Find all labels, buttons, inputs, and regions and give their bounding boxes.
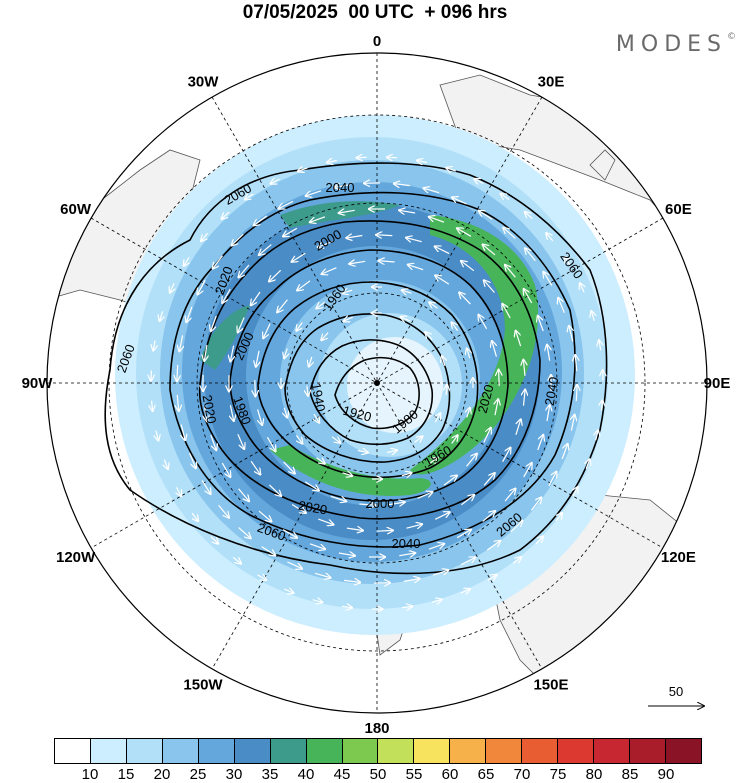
lon-label-30e: 30E xyxy=(538,74,565,91)
wind-vector xyxy=(576,385,577,401)
colorbar-swatch xyxy=(235,739,271,763)
colorbar xyxy=(54,738,702,764)
colorbar-swatch xyxy=(630,739,666,763)
colorbar-swatch xyxy=(199,739,235,763)
wind-vector xyxy=(387,157,397,158)
lon-label-90e: 90E xyxy=(704,375,731,392)
colorbar-label: 20 xyxy=(154,766,171,783)
lon-label-60e: 60E xyxy=(665,201,692,218)
colorbar-label: 70 xyxy=(514,766,531,783)
lon-label-30w: 30W xyxy=(188,74,220,91)
colorbar-swatch xyxy=(414,739,450,763)
colorbar-swatch xyxy=(271,739,307,763)
colorbar-swatch xyxy=(343,739,379,763)
colorbar-label: 50 xyxy=(370,766,387,783)
wind-vector xyxy=(177,365,178,381)
colorbar-label: 80 xyxy=(586,766,603,783)
colorbar-label: 60 xyxy=(442,766,459,783)
lon-label-150w: 150W xyxy=(183,676,223,693)
colorbar-label: 90 xyxy=(658,766,675,783)
colorbar-labels: 10 15 20 25 30 35 40 45 50 55 60 65 70 75 80 85 90 xyxy=(54,766,702,782)
wind-vector xyxy=(377,530,393,531)
colorbar-label: 35 xyxy=(262,766,279,783)
lon-label-90w: 90W xyxy=(22,375,54,392)
lon-label-120w: 120W xyxy=(56,549,96,566)
wind-vector xyxy=(357,157,367,158)
lon-label-180: 180 xyxy=(364,720,389,735)
colorbar-swatch xyxy=(378,739,414,763)
colorbar-swatch xyxy=(127,739,163,763)
colorbar-label: 55 xyxy=(406,766,423,783)
colorbar-label: 75 xyxy=(550,766,567,783)
colorbar-label: 65 xyxy=(478,766,495,783)
contour-label: 2040 xyxy=(392,536,421,551)
south-pole-marker xyxy=(374,380,380,386)
colorbar-label: 25 xyxy=(190,766,207,783)
colorbar-swatch xyxy=(522,739,558,763)
wind-vector xyxy=(255,380,256,396)
colorbar-swatch xyxy=(666,739,701,763)
colorbar-label: 45 xyxy=(334,766,351,783)
colorbar-swatch xyxy=(450,739,486,763)
colorbar-label: 85 xyxy=(622,766,639,783)
lon-label-120e: 120E xyxy=(661,549,696,566)
colorbar-label: 40 xyxy=(298,766,315,783)
colorbar-swatch xyxy=(91,739,127,763)
contour-label: 2040 xyxy=(326,180,355,195)
colorbar-swatch xyxy=(163,739,199,763)
colorbar-swatch xyxy=(558,739,594,763)
colorbar-swatch xyxy=(307,739,343,763)
colorbar-label: 10 xyxy=(82,766,99,783)
wind-vector xyxy=(499,370,500,386)
colorbar-label: 15 xyxy=(118,766,135,783)
colorbar-swatch xyxy=(486,739,522,763)
wind-vector xyxy=(376,235,392,236)
colorbar-swatch xyxy=(594,739,630,763)
colorbar-swatch xyxy=(55,739,91,763)
lon-label-150e: 150E xyxy=(533,676,568,693)
contour-label: 2000 xyxy=(366,496,395,511)
colorbar-label: 30 xyxy=(226,766,243,783)
lon-label-60w: 60W xyxy=(60,201,92,218)
lon-label-0: 0 xyxy=(373,33,381,50)
reference-vector-label: 50 xyxy=(646,684,706,699)
